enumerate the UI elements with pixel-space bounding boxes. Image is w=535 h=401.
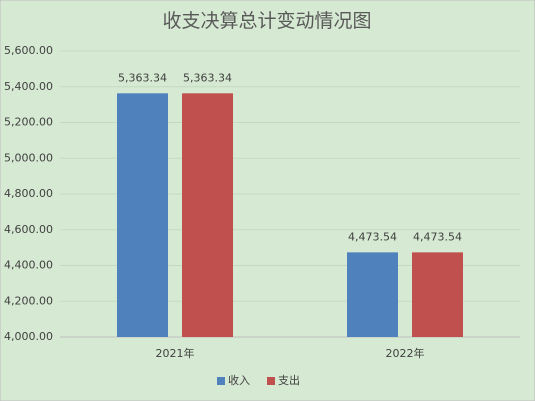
bar xyxy=(347,252,398,337)
value-label: 4,473.54 xyxy=(413,230,462,243)
value-label: 5,363.34 xyxy=(183,71,232,84)
legend-label: 支出 xyxy=(278,373,300,387)
legend-swatch xyxy=(217,377,225,385)
y-tick-label: 4,200.00 xyxy=(4,294,53,307)
legend-swatch xyxy=(267,377,275,385)
x-tick-label: 2021年 xyxy=(156,346,195,360)
y-tick-label: 4,000.00 xyxy=(4,330,53,343)
x-tick-label: 2022年 xyxy=(386,346,425,360)
legend-label: 收入 xyxy=(228,373,250,387)
y-tick-label: 4,600.00 xyxy=(4,223,53,236)
y-tick-label: 4,800.00 xyxy=(4,187,53,200)
y-tick-label: 5,600.00 xyxy=(4,44,53,57)
y-tick-label: 5,400.00 xyxy=(4,80,53,93)
chart-title: 收支决算总计变动情况图 xyxy=(162,10,371,32)
bar xyxy=(182,93,233,337)
bar xyxy=(412,252,463,337)
y-tick-label: 5,200.00 xyxy=(4,116,53,129)
value-label: 4,473.54 xyxy=(348,230,397,243)
y-tick-label: 5,000.00 xyxy=(4,151,53,164)
value-label: 5,363.34 xyxy=(118,71,167,84)
bar xyxy=(117,93,168,337)
y-tick-label: 4,400.00 xyxy=(4,259,53,272)
